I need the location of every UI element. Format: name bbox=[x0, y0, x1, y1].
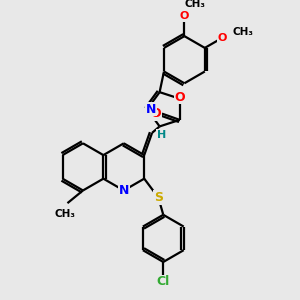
Text: N: N bbox=[118, 184, 129, 197]
Text: CH₃: CH₃ bbox=[184, 0, 206, 9]
Text: O: O bbox=[151, 107, 161, 120]
Text: H: H bbox=[157, 130, 166, 140]
Text: N: N bbox=[146, 103, 156, 116]
Text: CH₃: CH₃ bbox=[55, 209, 76, 219]
Text: CH₃: CH₃ bbox=[232, 27, 254, 37]
Text: Cl: Cl bbox=[157, 275, 170, 288]
Text: S: S bbox=[154, 191, 163, 204]
Text: O: O bbox=[180, 11, 189, 21]
Text: O: O bbox=[174, 91, 185, 103]
Text: O: O bbox=[218, 33, 227, 43]
